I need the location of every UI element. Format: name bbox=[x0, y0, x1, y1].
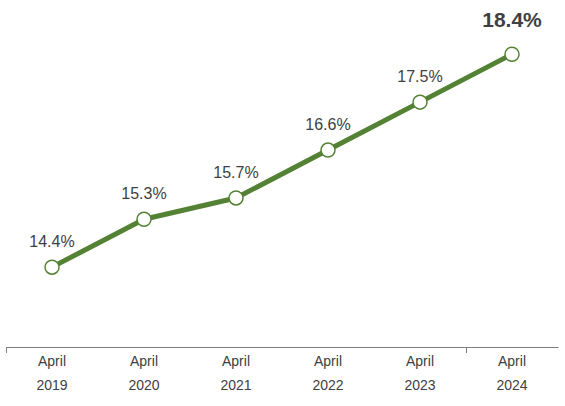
point-marker bbox=[137, 212, 151, 226]
x-tick-label: April2019 bbox=[36, 353, 67, 393]
point-marker bbox=[505, 47, 519, 61]
data-label: 18.4% bbox=[482, 8, 542, 31]
x-tick-label: April2020 bbox=[128, 353, 159, 393]
data-label: 14.4% bbox=[29, 233, 74, 250]
x-boundary-tick bbox=[466, 347, 467, 353]
x-boundary-tick bbox=[6, 347, 7, 353]
data-labels: 14.4% 15.3% 15.7% 16.6% 17.5% 18.4% bbox=[29, 8, 542, 250]
x-tick-label: April2024 bbox=[496, 353, 527, 393]
x-tick: April2020 bbox=[128, 347, 159, 393]
data-label: 17.5% bbox=[397, 68, 442, 85]
x-tick: April2024 bbox=[496, 347, 527, 393]
x-axis-line bbox=[7, 347, 559, 348]
point-marker bbox=[321, 143, 335, 157]
data-label: 15.7% bbox=[213, 164, 258, 181]
x-axis: April2019 April2020 April2021 April2022 Apri… bbox=[7, 347, 559, 393]
point-marker bbox=[45, 260, 59, 274]
x-tick: April2019 bbox=[36, 347, 67, 393]
x-tick: April2023 bbox=[404, 347, 435, 393]
chart: April2019 April2020 April2021 April2022 Apri… bbox=[0, 0, 565, 406]
point-marker bbox=[413, 95, 427, 109]
x-tick-label: April2022 bbox=[312, 353, 343, 393]
x-tick-label: April2021 bbox=[220, 353, 251, 393]
plot-area bbox=[45, 47, 519, 274]
x-tick: April2022 bbox=[312, 347, 343, 393]
point-marker bbox=[229, 191, 243, 205]
x-tick: April2021 bbox=[220, 347, 251, 393]
series-line bbox=[52, 54, 512, 267]
x-tick-label: April2023 bbox=[404, 353, 435, 393]
data-label: 15.3% bbox=[121, 185, 166, 202]
data-label: 16.6% bbox=[305, 116, 350, 133]
